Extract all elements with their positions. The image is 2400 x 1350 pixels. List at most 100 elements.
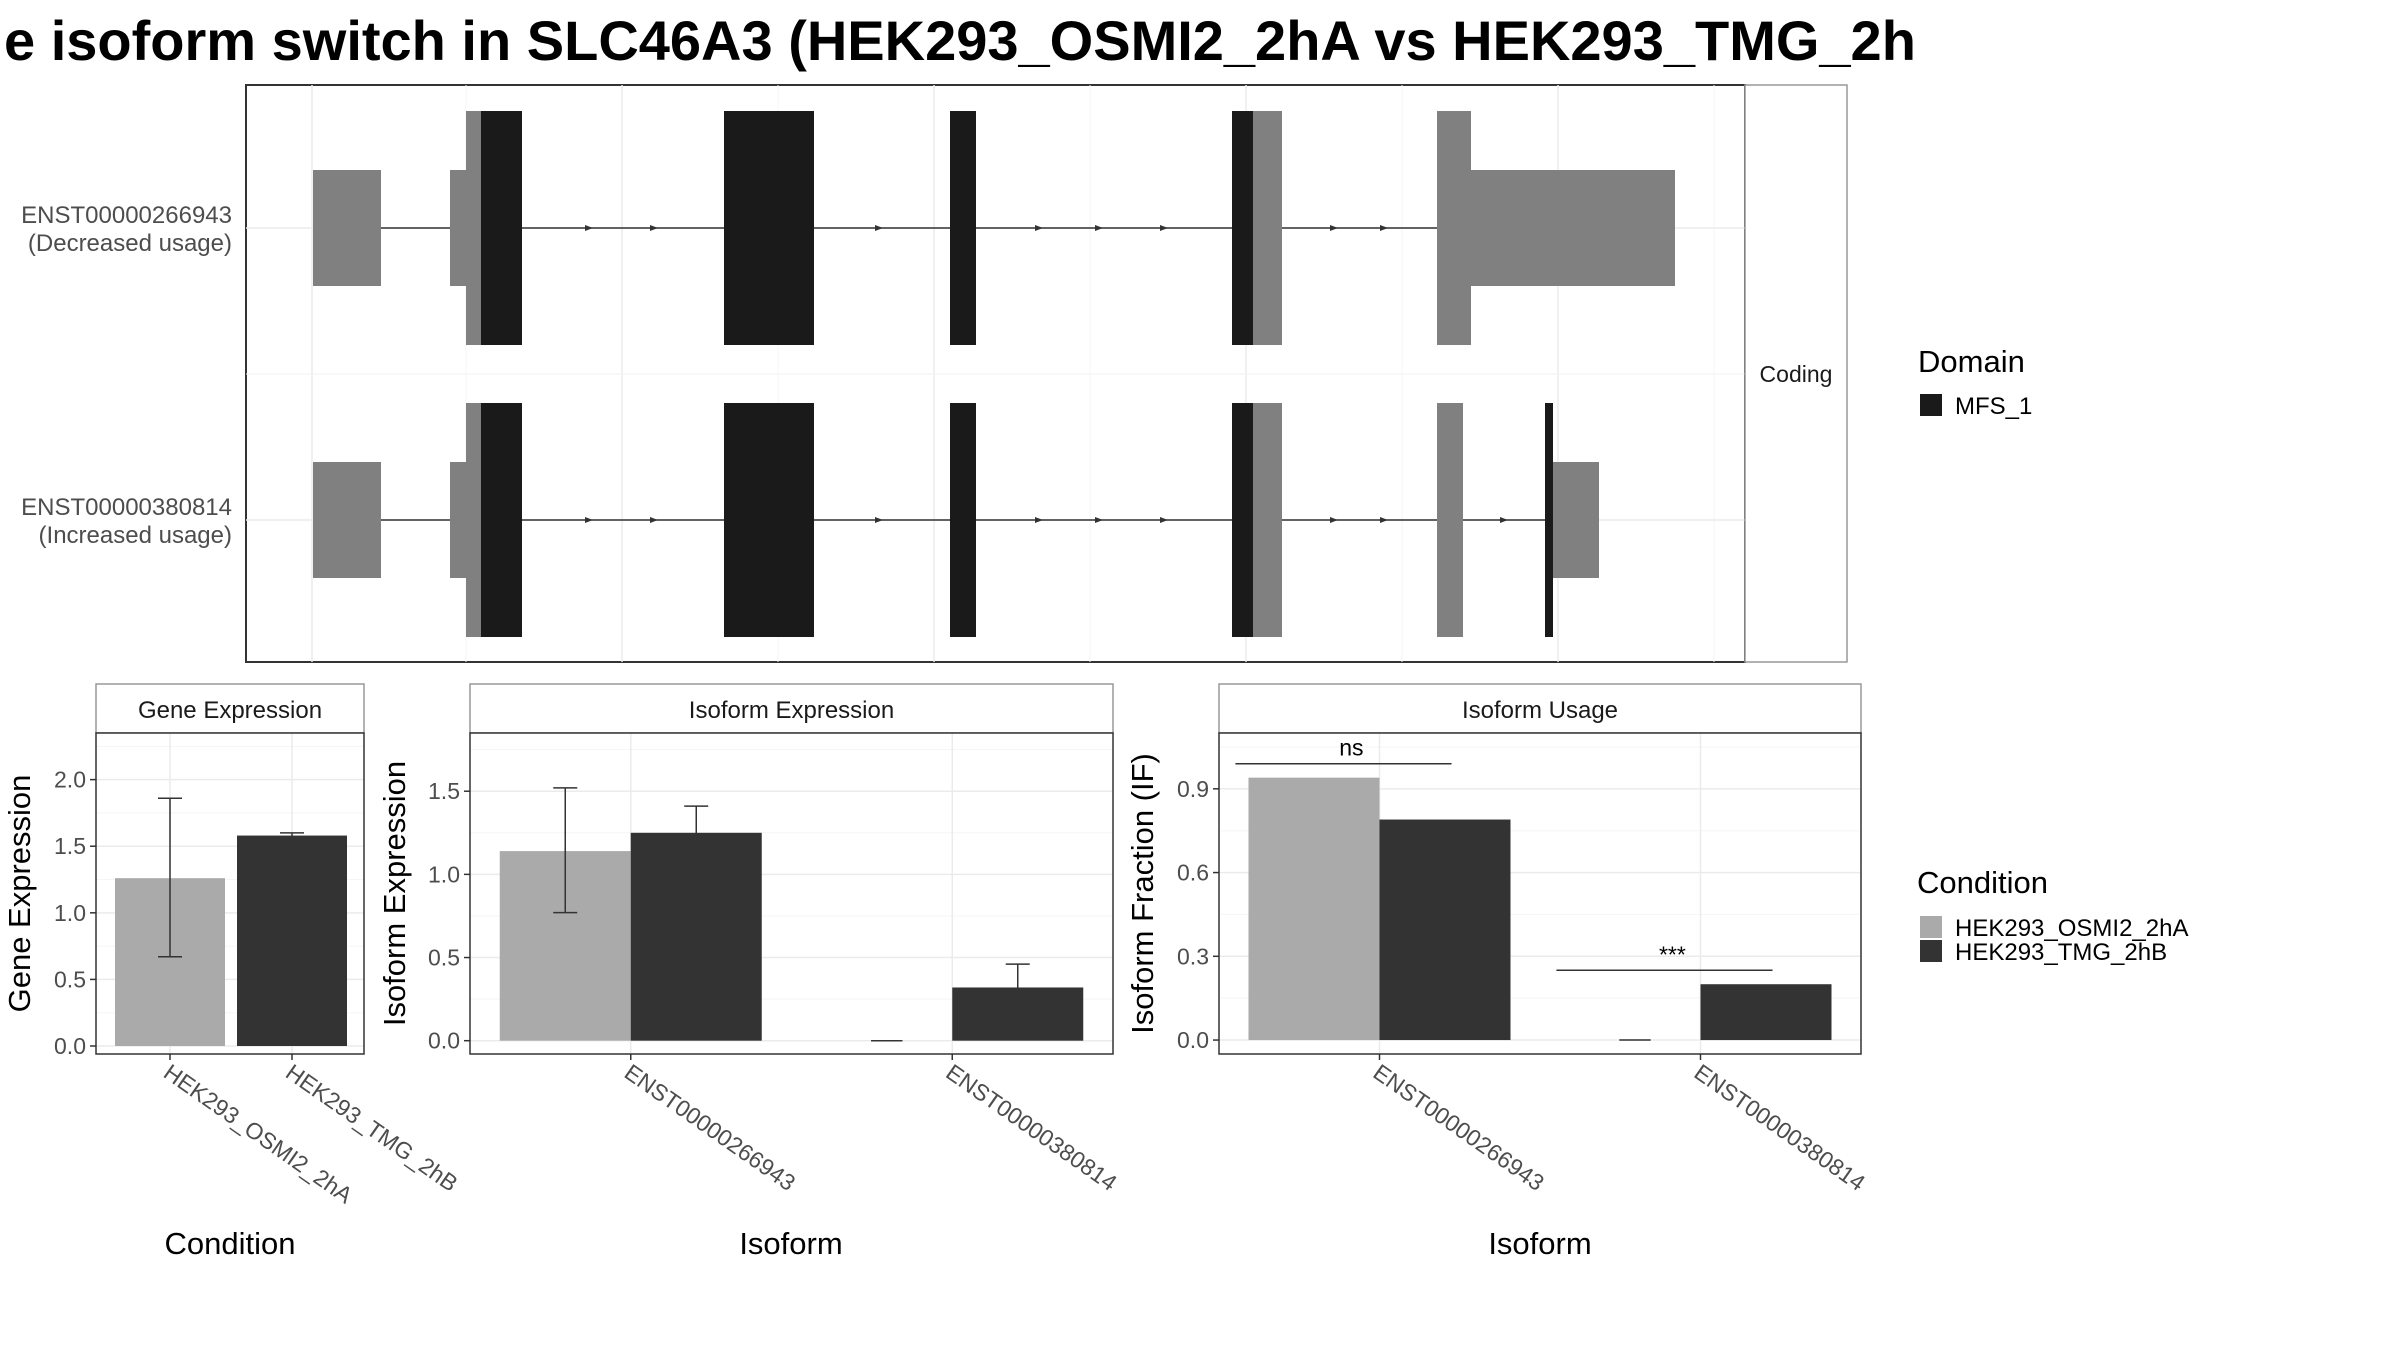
transcript-label-1-id: ENST00000266943 (21, 202, 232, 229)
utr-exon-1 (1553, 462, 1599, 578)
tick-label-y-3: 0.9 (1177, 776, 1209, 802)
bar-ENST00000266943-HEK293_OSMI2_2hA (1248, 777, 1380, 1041)
axis-title-x: Condition (165, 1226, 296, 1261)
panel-border (95, 732, 365, 1055)
intron-arrow-0 (585, 517, 593, 523)
domain-exon-mfs1-0 (481, 111, 522, 345)
bar-ENST00000266943-HEK293_TMG_2hB (630, 832, 762, 1041)
transcript-label-2-usage: (Increased usage) (39, 522, 232, 549)
domain-exon-mfs1-1 (724, 403, 814, 637)
legend-domain-label-mfs1: MFS_1 (1955, 393, 2032, 420)
title-area: e isoform switch in SLC46A3 (HEK293_OSMI… (4, 9, 1916, 72)
panel-strip-label: Isoform Usage (1462, 697, 1618, 724)
structure-panel: Coding ENST00000266943 (Decreased usage)… (21, 84, 1848, 663)
tick-label-x-0: ENST00000266943 (620, 1059, 800, 1196)
significance-label-1: *** (1659, 941, 1686, 967)
domain-exon-mfs1-3 (1232, 111, 1253, 345)
strip-coding-label: Coding (1760, 361, 1833, 387)
panel-isoform-usage: Isoform Usage 0.0 0.3 0.6 0.9 ns ENST000002669… (1125, 683, 1871, 1261)
panel-isoform-expression: Isoform Expression 0.0 0.5 1.0 1.5 ENST000002… (377, 683, 1122, 1261)
domain-exon-mfs1-4 (1545, 403, 1553, 637)
bar-ENST00000266943-HEK293_TMG_2hB (1379, 819, 1511, 1041)
intron-arrow-4 (1095, 225, 1103, 231)
tick-label-x-0: ENST00000266943 (1369, 1059, 1549, 1196)
axis-title-x: Isoform (1488, 1226, 1591, 1261)
transcript-track-2 (313, 403, 1599, 637)
intron-arrow-7 (1380, 517, 1388, 523)
panel-border (469, 732, 1114, 1055)
tick-label-y-0: 0.0 (1177, 1027, 1209, 1053)
coding-exon-nondomain-0 (466, 403, 481, 637)
intron-arrow-3 (1035, 225, 1043, 231)
intron-arrow-5 (1160, 225, 1168, 231)
axis-title-y: Gene Expression (2, 775, 37, 1013)
tick-label-y-1: 0.5 (54, 966, 86, 992)
axis-title-y: Isoform Expression (377, 761, 412, 1026)
intron-arrow-6 (1330, 225, 1338, 231)
legend-domain-title: Domain (1918, 344, 2025, 379)
utr-exon-1 (1471, 170, 1675, 286)
tick-label-x-1: ENST00000380814 (1690, 1059, 1871, 1196)
axis-title-y: Isoform Fraction (IF) (1125, 753, 1160, 1034)
chart-title: e isoform switch in SLC46A3 (HEK293_OSMI… (4, 9, 1916, 72)
panel-strip (469, 683, 1114, 734)
legend-domain-key-mfs1 (1920, 394, 1942, 416)
intron-arrow-4 (1095, 517, 1103, 523)
legend-domain: Domain MFS_1 (1918, 344, 2032, 420)
legend-condition-key-b (1920, 940, 1942, 962)
intron-arrow-1 (650, 517, 658, 523)
tick-label-y-3: 1.5 (54, 833, 86, 859)
panel-strip-label: Isoform Expression (689, 697, 894, 724)
structure-marks (313, 111, 1675, 637)
domain-exon-mfs1-2 (950, 111, 976, 345)
tick-label-y-2: 1.0 (428, 861, 460, 887)
panel-strip (95, 683, 365, 734)
coding-exon-nondomain-1 (1253, 111, 1282, 345)
tick-label-y-1: 0.5 (428, 945, 460, 971)
intron-arrow-3 (1035, 517, 1043, 523)
utr-exon-small-step (450, 462, 466, 578)
legend-condition-title: Condition (1917, 865, 2048, 900)
coding-exon-nondomain-2 (1437, 403, 1463, 637)
panel-border (1218, 732, 1862, 1055)
legend-condition: Condition HEK293_OSMI2_2hA HEK293_TMG_2h… (1917, 865, 2188, 966)
tick-label-y-1: 0.3 (1177, 943, 1209, 969)
intron-arrow-0 (585, 225, 593, 231)
domain-exon-mfs1-1 (724, 111, 814, 345)
transcript-track-1 (313, 111, 1675, 345)
legend-condition-key-a (1920, 916, 1942, 938)
utr-exon-0 (313, 170, 381, 286)
domain-exon-mfs1-2 (950, 403, 976, 637)
utr-exon-small-step (450, 170, 466, 286)
intron-arrow-2 (875, 225, 883, 231)
tick-label-x-1: ENST00000380814 (941, 1059, 1122, 1196)
legend-condition-label-a: HEK293_OSMI2_2hA (1955, 915, 2188, 942)
coding-exon-nondomain-2 (1437, 111, 1471, 345)
tick-label-y-0: 0.0 (54, 1033, 86, 1059)
domain-exon-mfs1-3 (1232, 403, 1253, 637)
tick-label-y-2: 0.6 (1177, 860, 1209, 886)
intron-arrow-7 (1380, 225, 1388, 231)
tick-label-y-4: 2.0 (54, 767, 86, 793)
axis-title-x: Isoform (739, 1226, 842, 1261)
bar-HEK293_TMG_2hB-single (237, 835, 347, 1047)
coding-exon-nondomain-1 (1253, 403, 1282, 637)
transcript-label-2-id: ENST00000380814 (21, 494, 232, 521)
panel-strip-label: Gene Expression (138, 697, 322, 724)
tick-label-y-3: 1.5 (428, 778, 460, 804)
panel-strip (1218, 683, 1862, 734)
intron-arrow-8 (1500, 517, 1508, 523)
coding-exon-nondomain-0 (466, 111, 481, 345)
tick-label-y-0: 0.0 (428, 1028, 460, 1054)
significance-label-0: ns (1339, 735, 1363, 761)
utr-exon-0 (313, 462, 381, 578)
domain-exon-mfs1-0 (481, 403, 522, 637)
intron-arrow-1 (650, 225, 658, 231)
transcript-label-1-usage: (Decreased usage) (28, 230, 232, 257)
bar-ENST00000380814-HEK293_TMG_2hB (1700, 984, 1832, 1041)
tick-label-y-2: 1.0 (54, 900, 86, 926)
strip-coding (1744, 84, 1848, 663)
legend-condition-label-b: HEK293_TMG_2hB (1955, 939, 2167, 966)
intron-arrow-6 (1330, 517, 1338, 523)
